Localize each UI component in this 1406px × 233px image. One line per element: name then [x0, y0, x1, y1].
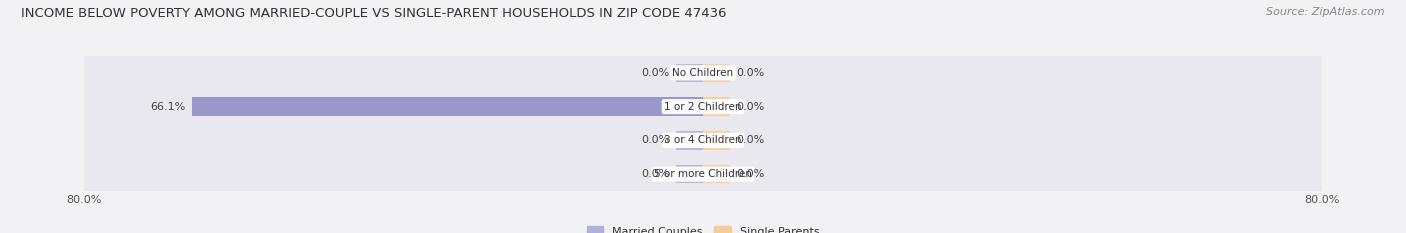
Bar	[703, 131, 730, 150]
Text: 1 or 2 Children: 1 or 2 Children	[664, 102, 742, 112]
Bar	[84, 157, 1322, 191]
Text: Source: ZipAtlas.com: Source: ZipAtlas.com	[1267, 7, 1385, 17]
Bar	[84, 123, 1322, 157]
Bar	[676, 165, 703, 183]
Text: 0.0%: 0.0%	[737, 169, 765, 179]
Text: 0.0%: 0.0%	[737, 135, 765, 145]
Bar	[703, 64, 730, 82]
Text: No Children: No Children	[672, 68, 734, 78]
Text: 0.0%: 0.0%	[641, 169, 669, 179]
Text: INCOME BELOW POVERTY AMONG MARRIED-COUPLE VS SINGLE-PARENT HOUSEHOLDS IN ZIP COD: INCOME BELOW POVERTY AMONG MARRIED-COUPL…	[21, 7, 727, 20]
Text: 0.0%: 0.0%	[737, 102, 765, 112]
Text: 0.0%: 0.0%	[641, 68, 669, 78]
Bar	[84, 90, 1322, 123]
Bar	[676, 131, 703, 150]
Bar	[703, 97, 730, 116]
Text: 0.0%: 0.0%	[641, 135, 669, 145]
Legend: Married Couples, Single Parents: Married Couples, Single Parents	[586, 226, 820, 233]
Text: 5 or more Children: 5 or more Children	[654, 169, 752, 179]
Bar	[84, 56, 1322, 90]
Bar	[703, 165, 730, 183]
Text: 0.0%: 0.0%	[737, 68, 765, 78]
Text: 3 or 4 Children: 3 or 4 Children	[664, 135, 742, 145]
Text: 66.1%: 66.1%	[150, 102, 186, 112]
Bar	[676, 64, 703, 82]
Bar	[191, 97, 703, 116]
